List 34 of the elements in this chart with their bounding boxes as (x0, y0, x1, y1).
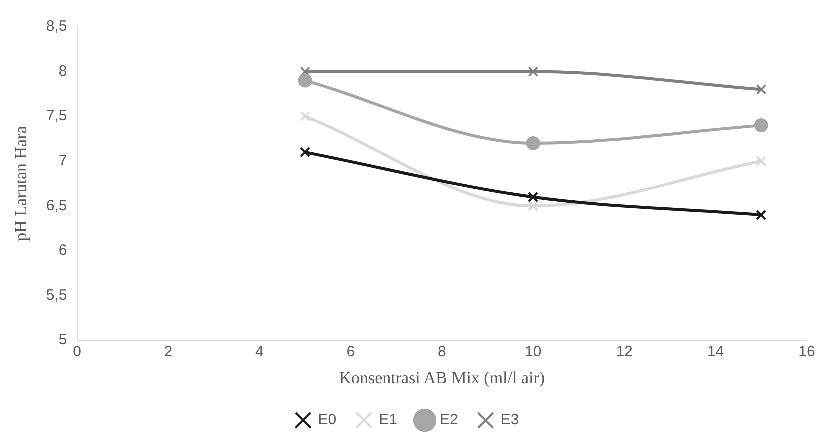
x-tick-label: 14 (707, 344, 724, 361)
y-tick-label: 7 (58, 152, 68, 170)
x-tick-label: 0 (73, 344, 82, 361)
x-tick-label: 16 (798, 344, 816, 361)
point (754, 118, 768, 133)
legend-label: E2 (440, 412, 458, 429)
x-tick-label: 4 (256, 344, 264, 361)
x-axis-title: Konsentrasi AB Mix (ml/l air) (339, 368, 546, 388)
y-tick-label: 7,5 (46, 108, 68, 125)
y-tick-label: 5,5 (46, 286, 68, 304)
point (528, 66, 539, 78)
x-tick-label: 10 (525, 344, 542, 361)
legend-label: E1 (379, 412, 398, 429)
y-tick-label: 8 (58, 62, 68, 80)
x-tick-label: 2 (164, 344, 173, 361)
point (756, 210, 767, 220)
y-tick-label: 8,5 (46, 18, 68, 36)
y-tick-label: 6,5 (46, 197, 68, 214)
x-tick-label: 8 (438, 344, 446, 361)
point (756, 156, 767, 167)
y-tick-label: 5 (58, 332, 68, 349)
point (300, 147, 311, 158)
point (298, 74, 312, 88)
legend-label: E3 (500, 412, 520, 429)
y-axis-title: pH Larutan Hara (12, 126, 31, 242)
point (526, 136, 540, 150)
y-tick-label: 6 (58, 242, 68, 260)
point (528, 200, 539, 212)
x-tick-label: 6 (346, 344, 356, 361)
point (300, 111, 311, 122)
point (528, 192, 539, 202)
legend-label: E0 (318, 412, 337, 429)
point (756, 84, 767, 95)
x-tick-label: 12 (616, 344, 633, 361)
